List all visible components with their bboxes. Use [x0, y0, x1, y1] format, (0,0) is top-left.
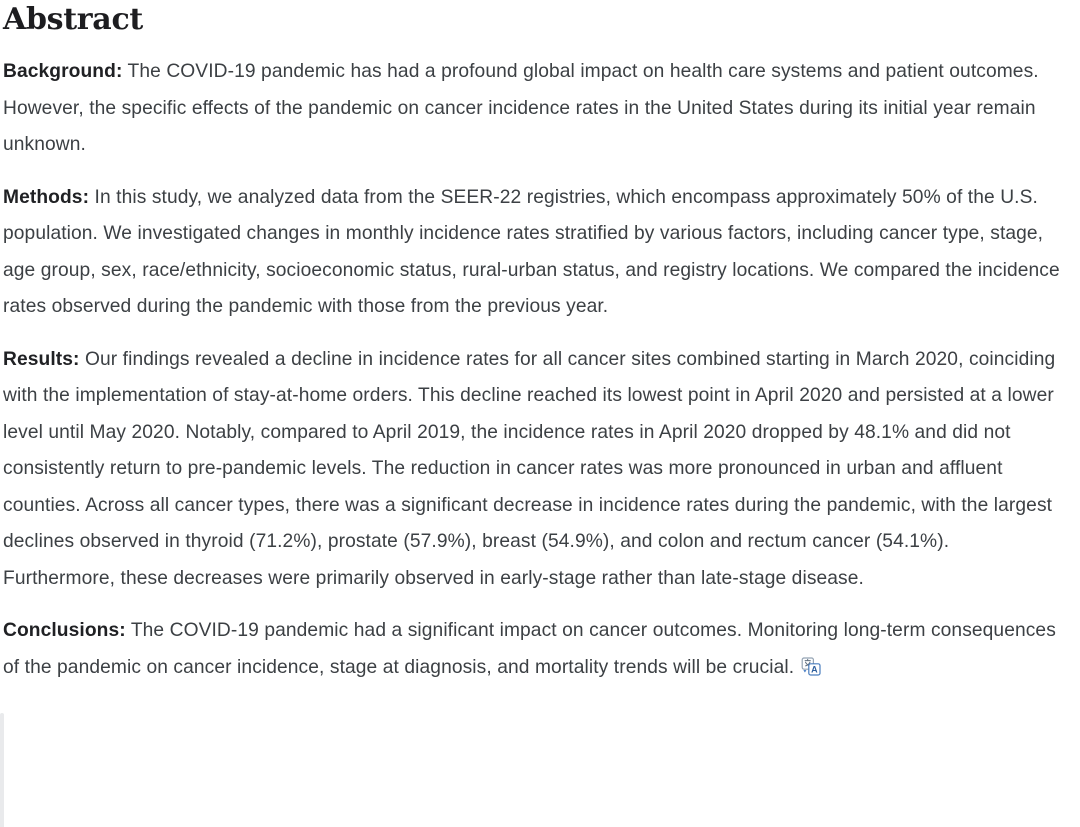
- methods-label: Methods:: [3, 186, 90, 208]
- results-text: Our findings revealed a decline in incid…: [3, 348, 1056, 589]
- paragraph-conclusions: Conclusions: The COVID-19 pandemic had a…: [3, 613, 1064, 686]
- paragraph-background: Background: The COVID-19 pandemic has ha…: [3, 54, 1064, 164]
- paragraph-results: Results: Our findings revealed a decline…: [3, 342, 1064, 598]
- translate-icon-letter: A: [811, 664, 818, 674]
- abstract-heading: Abstract: [3, 2, 143, 37]
- abstract-section: Abstract Background: The COVID-19 pandem…: [3, 2, 1064, 686]
- background-label: Background:: [3, 61, 123, 82]
- background-text: The COVID-19 pandemic has had a profound…: [3, 61, 1039, 155]
- conclusions-label: Conclusions:: [3, 620, 126, 641]
- methods-text: In this study, we analyzed data from the…: [3, 186, 1060, 318]
- left-scrollbar-thumb[interactable]: [0, 713, 4, 827]
- conclusions-text: The COVID-19 pandemic had a significant …: [3, 620, 1056, 678]
- paragraph-methods: Methods: In this study, we analyzed data…: [3, 180, 1064, 326]
- results-label: Results:: [3, 348, 80, 370]
- translate-icon[interactable]: A: [801, 656, 821, 676]
